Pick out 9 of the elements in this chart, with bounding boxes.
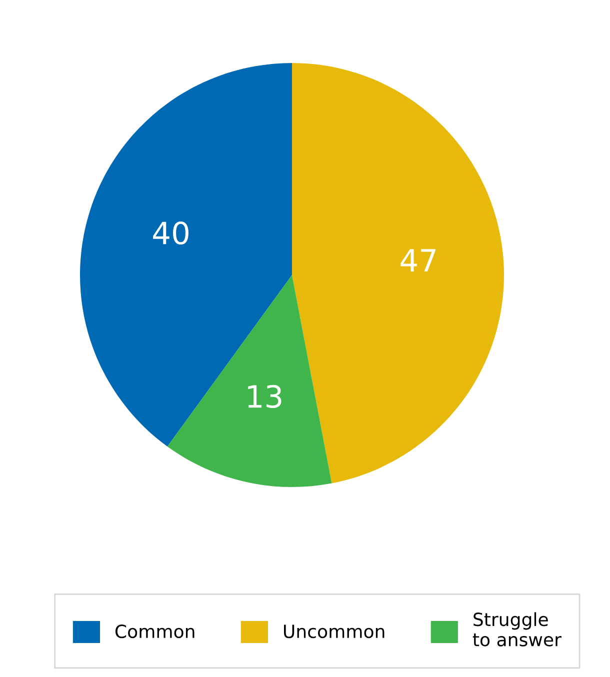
- data-label: 47: [400, 249, 436, 272]
- data-label: 13: [248, 384, 282, 408]
- legend-label: Uncommon: [284, 624, 384, 638]
- legend-label: Struggle to answer: [472, 612, 562, 646]
- pie-slice: [292, 63, 504, 484]
- pie-slice: [167, 275, 332, 487]
- pie-slice: [80, 63, 292, 447]
- data-label: 40: [153, 221, 188, 245]
- legend-label: Common: [115, 624, 194, 638]
